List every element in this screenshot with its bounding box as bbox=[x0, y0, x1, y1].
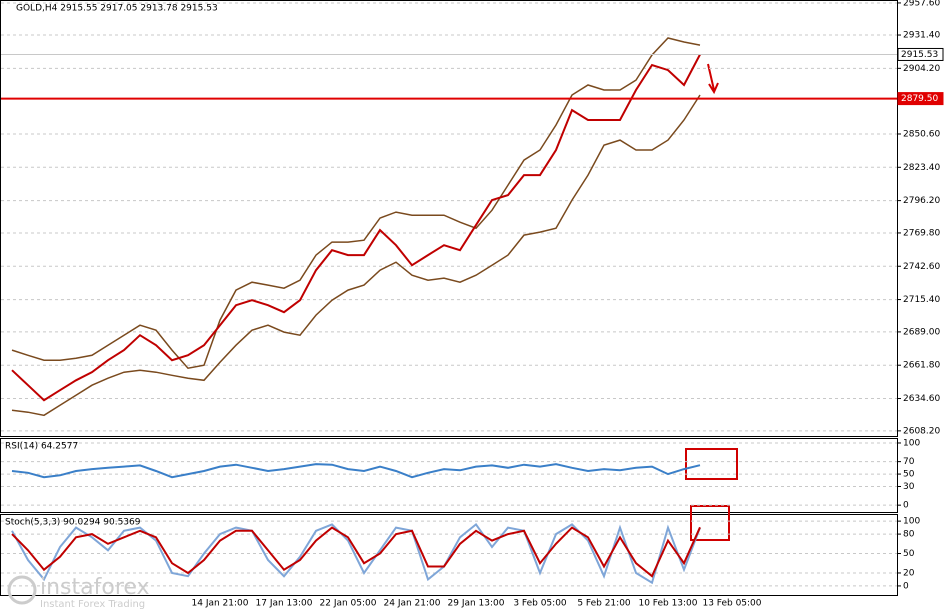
logo-icon bbox=[7, 575, 37, 605]
series-line bbox=[11, 522, 701, 585]
stoch-panel bbox=[0, 514, 898, 596]
series-line bbox=[11, 526, 701, 578]
level-box bbox=[897, 47, 944, 61]
level-label: 2879.50 bbox=[901, 94, 938, 104]
y-tick-label: 2608.20 bbox=[903, 426, 940, 436]
level-label: 2915.53 bbox=[901, 50, 938, 60]
panel-title: Stoch(5,3,3) 90.0294 90.5369 bbox=[5, 518, 141, 528]
y-tick-label: 2634.60 bbox=[903, 394, 940, 404]
y-tick-label: 2689.00 bbox=[903, 327, 940, 337]
y-tick-label: 80 bbox=[903, 530, 915, 540]
y-tick-label: 2957.60 bbox=[903, 0, 940, 8]
panel-title: RSI(14) 64.2577 bbox=[5, 442, 78, 452]
y-tick-label: 70 bbox=[903, 457, 915, 467]
main-panel bbox=[0, 0, 898, 437]
y-tick-label: 2661.80 bbox=[903, 361, 940, 371]
logo: instaforex Instant Forex Trading bbox=[7, 575, 150, 610]
highlight-box bbox=[690, 505, 730, 541]
series-line bbox=[11, 94, 701, 417]
x-tick-label: 3 Feb 05:00 bbox=[513, 599, 567, 609]
y-tick-label: 2715.40 bbox=[903, 295, 940, 305]
x-tick-label: 22 Jan 05:00 bbox=[320, 599, 377, 609]
y-tick-label: 0 bbox=[903, 501, 909, 511]
y-tick-label: 50 bbox=[903, 549, 915, 559]
y-tick-label: 2769.80 bbox=[903, 228, 940, 238]
y-tick-label: 50 bbox=[903, 470, 915, 480]
logo-tagline: Instant Forex Trading bbox=[40, 599, 145, 610]
level-box bbox=[897, 92, 944, 106]
highlight-box bbox=[685, 448, 738, 480]
x-tick-label: 29 Jan 13:00 bbox=[448, 599, 505, 609]
x-tick-label: 10 Feb 13:00 bbox=[638, 599, 697, 609]
y-tick-label: 2931.40 bbox=[903, 31, 940, 41]
panel-title: GOLD,H4 2915.55 2917.05 2913.78 2915.53 bbox=[16, 4, 218, 14]
y-tick-label: 0 bbox=[903, 581, 909, 591]
x-tick-label: 17 Jan 13:00 bbox=[256, 599, 313, 609]
series-line bbox=[11, 463, 701, 479]
y-tick-label: 2796.20 bbox=[903, 196, 940, 206]
y-tick-label: 2850.60 bbox=[903, 129, 940, 139]
x-tick-label: 14 Jan 21:00 bbox=[192, 599, 249, 609]
x-tick-label: 13 Feb 05:00 bbox=[702, 599, 761, 609]
y-tick-label: 30 bbox=[903, 482, 915, 492]
x-tick-label: 24 Jan 21:00 bbox=[384, 599, 441, 609]
series-line bbox=[11, 54, 701, 402]
y-tick-label: 20 bbox=[903, 568, 915, 578]
y-tick-label: 2904.20 bbox=[903, 64, 940, 74]
series-line bbox=[11, 37, 701, 370]
y-tick-label: 2742.60 bbox=[903, 262, 940, 272]
y-tick-label: 2823.40 bbox=[903, 163, 940, 173]
logo-name: instaforex bbox=[40, 575, 150, 600]
y-tick-label: 100 bbox=[903, 438, 920, 448]
y-tick-label: 100 bbox=[903, 517, 920, 527]
rsi-panel bbox=[0, 438, 898, 513]
x-tick-label: 5 Feb 21:00 bbox=[577, 599, 631, 609]
